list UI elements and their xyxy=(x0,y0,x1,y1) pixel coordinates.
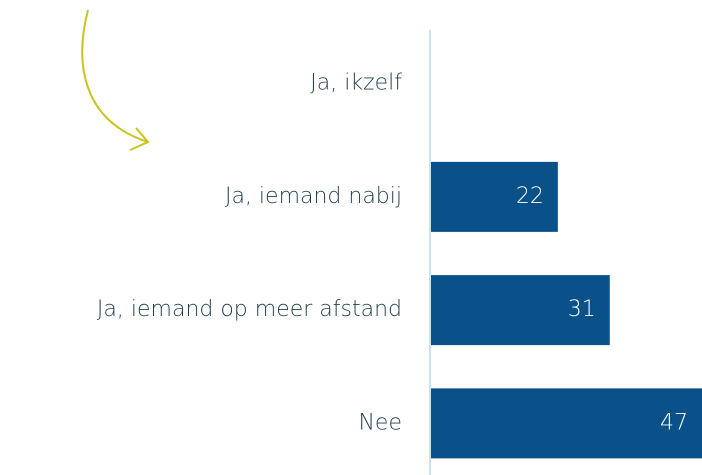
bar xyxy=(431,275,610,346)
category-label: Ja, ikzelf xyxy=(310,71,402,96)
category-label: Ja, iemand op meer afstand xyxy=(97,297,402,322)
bar xyxy=(431,388,702,459)
value-label: 22 xyxy=(516,184,544,209)
arrow-head xyxy=(129,127,150,151)
bar xyxy=(431,161,558,232)
value-label: 47 xyxy=(660,410,688,435)
arrow xyxy=(81,9,149,143)
value-label: 31 xyxy=(568,297,596,322)
category-label: Nee xyxy=(358,410,402,435)
category-label: Ja, iemand nabij xyxy=(225,184,402,209)
